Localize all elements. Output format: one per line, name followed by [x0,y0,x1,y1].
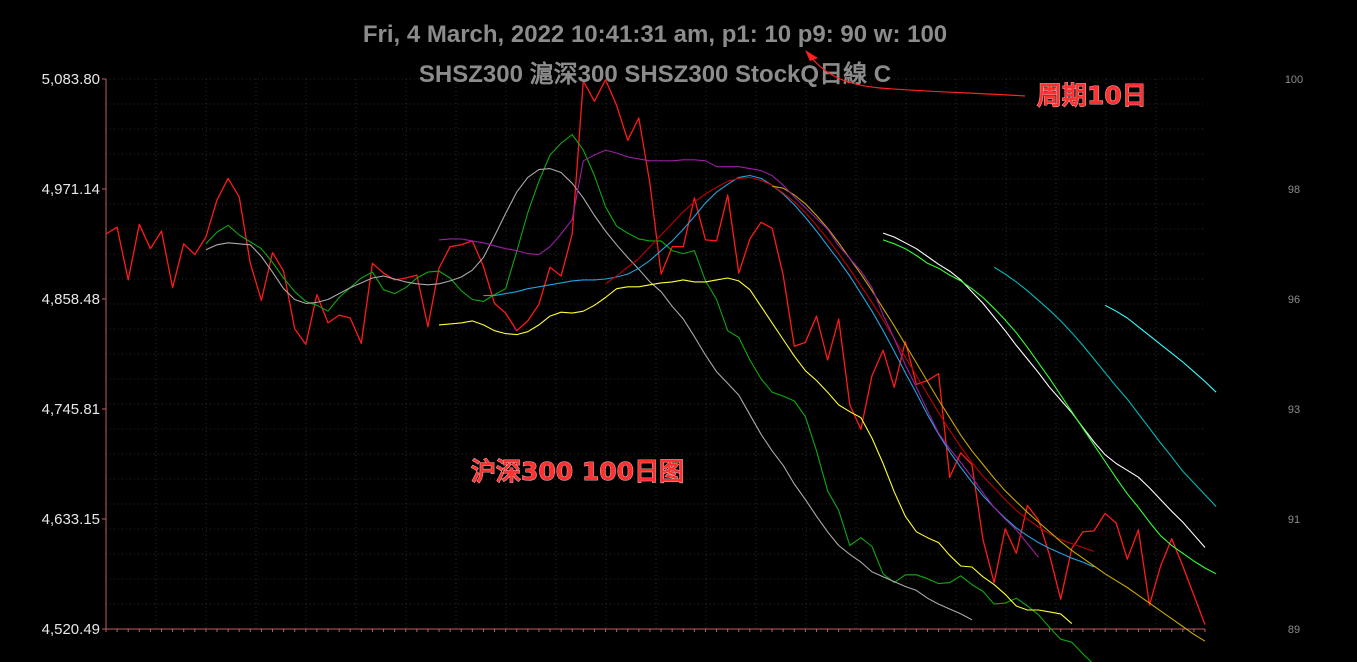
y-tick-label-right: 89 [1288,624,1300,636]
series-line-3 [205,168,973,621]
y-tick-label-right: 98 [1288,184,1300,196]
y-tick-label-left: 4,971.14 [42,181,100,198]
y-tick-label-left: 5,083.80 [42,71,100,88]
y-tick-label-left: 4,520.49 [42,621,100,638]
series-group [105,79,1217,662]
y-tick-label-left: 4,745.81 [42,401,100,418]
y-tick-label-right: 100 [1285,74,1303,86]
chart-title: Fri, 4 March, 2022 10:41:31 am, p1: 10 p… [363,21,947,48]
series-line-1 [105,79,1206,625]
series-line-12 [1104,304,1217,393]
y-tick-label-left: 4,633.15 [42,511,100,528]
axes: 5,083.80 4,971.14 4,858.48 4,745.81 4,633.15… [42,71,1304,638]
y-tick-label-right: 91 [1288,514,1300,526]
series-line-10 [882,239,1217,575]
y-tick-label-left: 4,858.48 [42,291,100,308]
series-line-8 [882,232,1206,548]
series-line-7 [438,277,1073,625]
y-tick-label-right: 93 [1288,404,1300,416]
series-line-9 [438,149,1039,558]
series-line-6 [772,185,1206,642]
annotation-chart-label: 沪深300 100日图 [471,457,684,486]
series-line-11 [993,266,1217,507]
series-line-5 [605,176,1095,552]
annotation-period: 周期10日 [1037,81,1147,110]
y-tick-label-right: 96 [1288,294,1300,306]
series-line-2 [205,133,1093,662]
annotation-period-arrow [805,50,1026,97]
chart-subtitle: SHSZ300 滬深300 SHSZ300 StockQ日線 C [419,60,891,88]
